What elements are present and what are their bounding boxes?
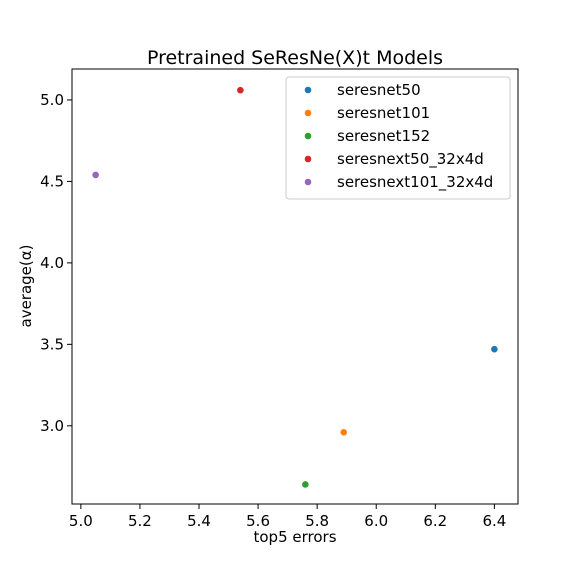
x-tick-label: 5.8	[305, 512, 329, 530]
legend-marker	[304, 155, 312, 163]
legend-marker	[304, 178, 312, 186]
data-point-seresnext50-32x4d	[237, 86, 244, 94]
x-tick-label: 6.2	[423, 512, 447, 530]
x-tick-label: 5.0	[69, 512, 93, 530]
data-point-seresnet50	[491, 345, 498, 353]
legend-marker	[304, 86, 312, 94]
x-axis-label: top5 errors	[253, 528, 336, 546]
legend-box	[285, 76, 511, 200]
legend-label: seresnext101_32x4d	[337, 173, 493, 192]
data-point-seresnet101	[340, 429, 348, 436]
legend-marker	[304, 132, 312, 140]
legend-label: seresnet152	[337, 127, 430, 145]
data-points	[92, 86, 498, 488]
legend: seresnet50 seresnet101 seresnet152 seresnex…	[285, 76, 511, 200]
x-tick-label: 5.6	[246, 512, 270, 530]
y-tick-label: 3.0	[40, 417, 64, 435]
legend-label: seresnet101	[337, 104, 430, 122]
x-tick-label: 6.0	[364, 512, 388, 530]
data-point-seresnet152	[302, 481, 309, 488]
x-tick-label: 5.2	[128, 512, 152, 530]
legend-marker	[304, 109, 312, 117]
y-axis-label: average(α)	[17, 245, 35, 328]
x-axis-ticks: 5.0 5.2 5.4 5.6 5.8 6.0 6.2 6.4	[69, 504, 506, 530]
chart-title: Pretrained SeResNe(X)t Models	[147, 47, 443, 69]
legend-label: seresnet50	[337, 81, 421, 99]
y-axis-ticks: 3.0 3.5 4.0 4.5 5.0	[40, 91, 72, 435]
y-tick-label: 4.0	[40, 254, 64, 272]
y-tick-label: 4.5	[40, 172, 64, 190]
legend-label: seresnext50_32x4d	[337, 150, 484, 169]
y-tick-label: 3.5	[40, 335, 64, 353]
y-tick-label: 5.0	[40, 91, 64, 109]
x-tick-label: 6.4	[482, 512, 506, 530]
x-tick-label: 5.4	[187, 512, 211, 530]
data-point-seresnext101-32x4d	[92, 171, 99, 179]
